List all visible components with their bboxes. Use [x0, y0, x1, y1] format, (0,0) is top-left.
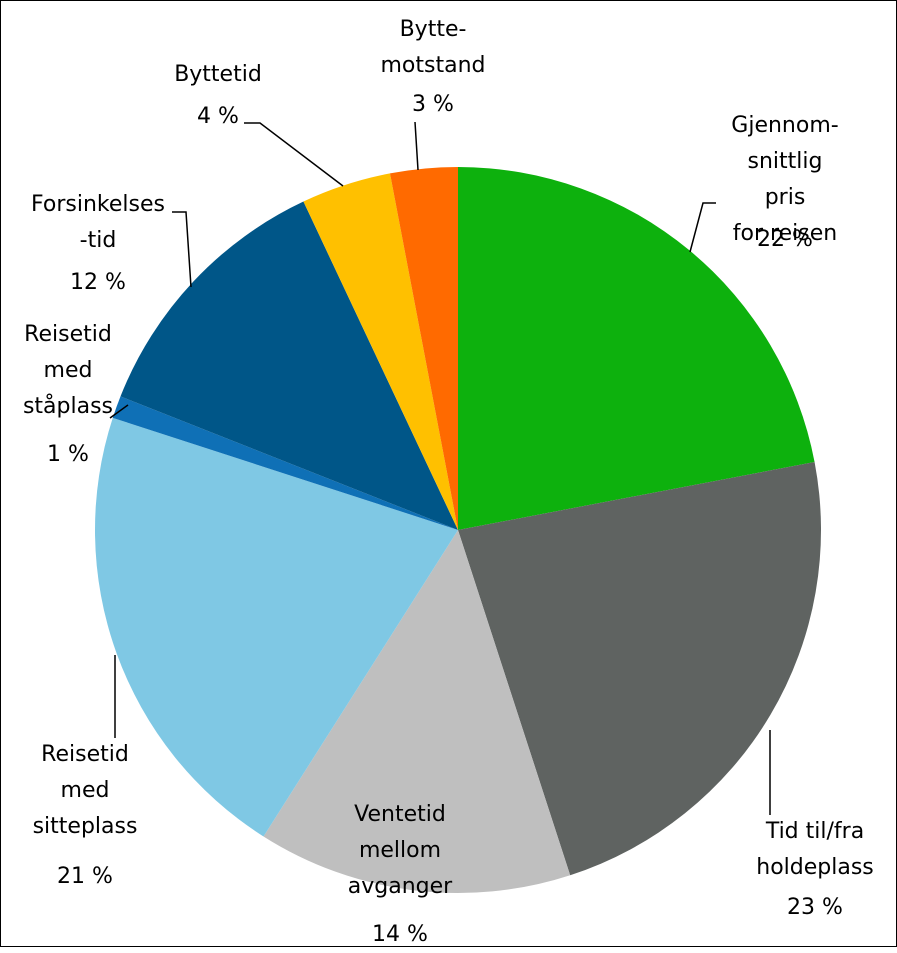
pie-slice	[389, 167, 458, 530]
category-label: Tid til/fra holdeplass	[756, 819, 874, 880]
value-label: 23 %	[787, 895, 843, 920]
category-label: Gjennom- snittlig pris for reisen	[731, 113, 839, 246]
leader-line	[172, 211, 192, 288]
pie-slice	[458, 461, 821, 876]
value-label: 21 %	[57, 864, 113, 889]
category-label: Reisetid med sitteplass	[32, 742, 138, 839]
value-label: 3 %	[412, 92, 454, 117]
value-label: 22 %	[757, 227, 813, 252]
category-label: Bytte- motstand	[380, 17, 486, 78]
category-label: Ventetid mellom avganger	[347, 802, 453, 899]
value-label: 4 %	[197, 104, 239, 129]
leader-line	[689, 202, 716, 253]
leader-line	[109, 404, 129, 419]
pie-slice	[120, 201, 458, 530]
pie-slice	[94, 417, 458, 837]
value-label: 12 %	[70, 270, 126, 295]
value-label: 1 %	[47, 442, 89, 467]
pie-slice	[303, 173, 458, 530]
leader-line	[244, 122, 344, 187]
category-label: Byttetid	[174, 62, 262, 87]
value-label: 14 %	[372, 922, 428, 947]
category-label: Forsinkelses -tid	[31, 192, 165, 253]
leader-line	[414, 121, 419, 171]
pie-slice	[112, 396, 459, 530]
pie-slice	[263, 530, 571, 893]
category-label: Reisetid med ståplass	[22, 322, 114, 419]
pie-slice	[458, 167, 815, 530]
pie	[94, 167, 821, 893]
